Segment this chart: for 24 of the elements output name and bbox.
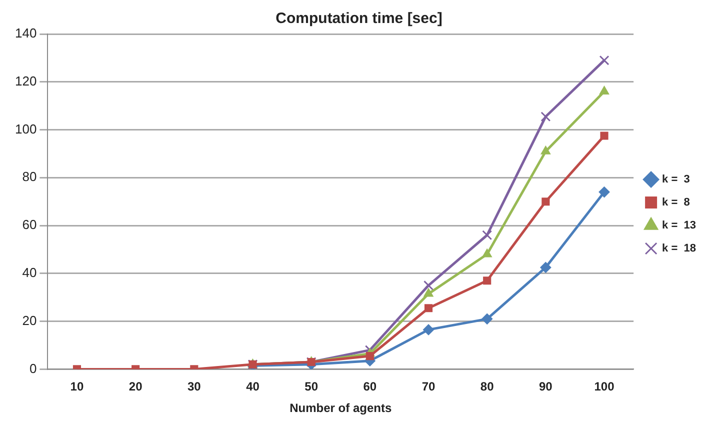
chart-title: Computation time [sec] xyxy=(276,10,442,28)
x-tick-label: 60 xyxy=(363,380,377,394)
legend-label: k = 18 xyxy=(662,242,696,255)
x-tick-label: 70 xyxy=(422,380,436,394)
x-tick-label: 20 xyxy=(128,380,143,394)
x-tick-label: 100 xyxy=(594,380,615,394)
x-tick-label: 80 xyxy=(480,380,494,394)
y-tick-label: 140 xyxy=(14,26,37,41)
x-tick-label: 10 xyxy=(70,380,84,394)
y-tick-label: 100 xyxy=(14,121,37,136)
y-tick-label: 80 xyxy=(22,169,37,184)
x-tick-label: 40 xyxy=(246,380,260,394)
legend-label: k = 13 xyxy=(662,220,696,232)
x-tick-label: 30 xyxy=(187,380,202,394)
y-tick-label: 120 xyxy=(14,73,37,88)
legend-label: k = 3 xyxy=(662,174,690,186)
legend-label: k = 8 xyxy=(662,196,690,209)
y-tick-label: 20 xyxy=(22,312,37,328)
y-tick-label: 60 xyxy=(22,217,37,232)
y-tick-label: 40 xyxy=(22,265,37,280)
x-axis-title: Number of agents xyxy=(290,401,392,416)
x-tick-label: 90 xyxy=(538,380,553,394)
y-tick-label: 0 xyxy=(29,360,37,376)
x-tick-label: 50 xyxy=(304,380,318,394)
